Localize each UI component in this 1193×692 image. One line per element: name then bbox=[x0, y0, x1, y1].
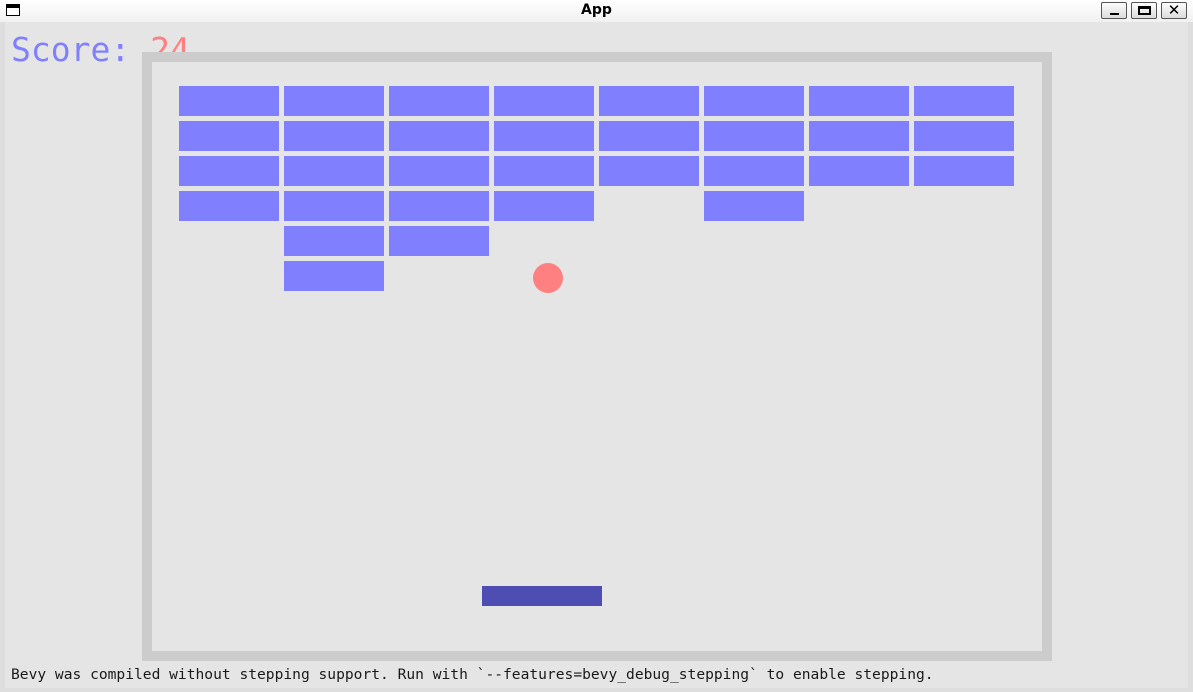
brick bbox=[494, 156, 594, 186]
brick bbox=[284, 226, 384, 256]
brick bbox=[599, 121, 699, 151]
window-border-left bbox=[0, 22, 5, 692]
brick bbox=[809, 86, 909, 116]
minimize-icon bbox=[1110, 13, 1119, 15]
brick bbox=[389, 86, 489, 116]
brick bbox=[179, 86, 279, 116]
brick bbox=[494, 86, 594, 116]
window-border-bottom bbox=[0, 688, 1193, 692]
close-button[interactable]: ✕ bbox=[1161, 2, 1187, 19]
brick bbox=[284, 86, 384, 116]
window-icon[interactable] bbox=[6, 4, 20, 16]
brick bbox=[599, 86, 699, 116]
maximize-icon bbox=[1138, 6, 1151, 15]
brick bbox=[179, 121, 279, 151]
brick bbox=[389, 191, 489, 221]
brick bbox=[284, 191, 384, 221]
brick bbox=[914, 86, 1014, 116]
brick bbox=[914, 121, 1014, 151]
window-title: App bbox=[581, 2, 612, 18]
brick bbox=[389, 226, 489, 256]
status-message: Bevy was compiled without stepping suppo… bbox=[11, 666, 934, 683]
title-bar[interactable]: App ✕ bbox=[0, 0, 1193, 23]
brick bbox=[494, 121, 594, 151]
ball bbox=[533, 263, 563, 293]
score-value: 24 bbox=[150, 30, 190, 69]
brick bbox=[284, 261, 384, 291]
brick bbox=[389, 121, 489, 151]
brick bbox=[284, 121, 384, 151]
close-icon: ✕ bbox=[1167, 1, 1181, 19]
brick bbox=[389, 156, 489, 186]
brick bbox=[704, 191, 804, 221]
brick bbox=[914, 156, 1014, 186]
brick bbox=[599, 156, 699, 186]
score-label: Score: bbox=[11, 30, 151, 69]
brick bbox=[494, 191, 594, 221]
brick bbox=[704, 86, 804, 116]
brick bbox=[704, 121, 804, 151]
brick bbox=[704, 156, 804, 186]
brick bbox=[179, 156, 279, 186]
minimize-button[interactable] bbox=[1101, 2, 1127, 19]
brick bbox=[284, 156, 384, 186]
maximize-button[interactable] bbox=[1131, 2, 1157, 19]
brick bbox=[179, 191, 279, 221]
paddle bbox=[482, 586, 602, 606]
brick bbox=[809, 121, 909, 151]
scoreboard: Score: 24 bbox=[11, 30, 190, 70]
arena-walls bbox=[142, 52, 1052, 661]
brick bbox=[809, 156, 909, 186]
window-border-right bbox=[1188, 22, 1193, 692]
